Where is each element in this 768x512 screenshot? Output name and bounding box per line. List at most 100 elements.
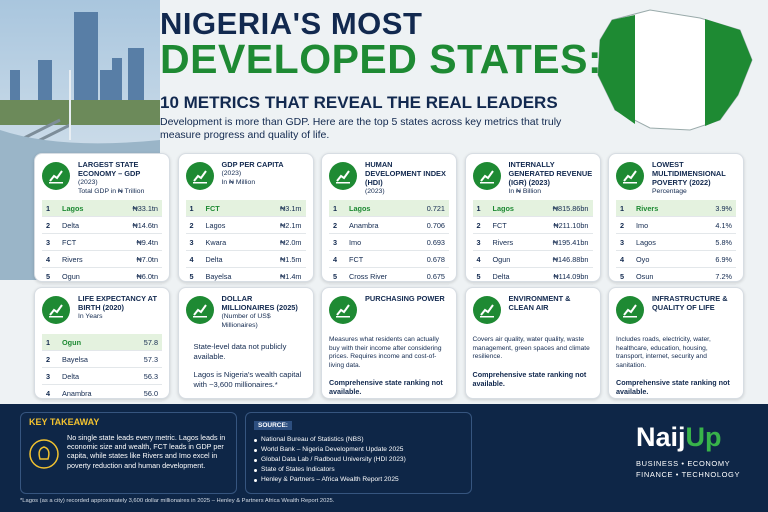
value: ₦9.4tn: [136, 237, 159, 247]
state: Oyo: [636, 254, 650, 264]
ranking-row: 5 Bayelsa ₦1.4m: [185, 268, 306, 285]
rank: 1: [476, 203, 481, 213]
card-paragraph: Lagos is Nigeria's wealth capital with ~…: [193, 370, 302, 389]
card-title: ENVIRONMENT & CLEAN AIR: [508, 294, 571, 312]
ranking-row: 3 Rivers ₦195.41bn: [472, 234, 593, 251]
rank: 1: [333, 203, 338, 213]
state: Lagos: [349, 203, 371, 213]
source-label: SOURCE:: [254, 421, 292, 430]
value: 57.3: [143, 354, 158, 364]
ranking-row: 5 Delta ₦114.09bn: [472, 268, 593, 285]
state: Cross River: [349, 271, 388, 281]
metric-card: GDP PER CAPITA (2023) In ₦ Million 1 FCT ₦3.1…: [177, 153, 314, 285]
state: Lagos: [62, 203, 84, 213]
rank: 1: [620, 203, 625, 213]
card-description: Includes roads, electricity, water, heal…: [616, 336, 711, 369]
card-note: Comprehensive state ranking not availabl…: [616, 378, 730, 397]
rank: 1: [189, 203, 194, 213]
state: Osun: [636, 271, 654, 281]
state: Lagos: [205, 220, 226, 230]
card-title: INFRASTRUCTURE & QUALITY OF LIFE: [652, 294, 728, 312]
card-header: LIFE EXPECTANCY AT BIRTH (2020) In Years: [78, 294, 162, 334]
source-list: National Bureau of Statistics (NBS) World…: [254, 435, 406, 485]
rank: 4: [46, 388, 51, 398]
footnote: *Lagos (as a city) recorded approximatel…: [20, 498, 335, 504]
metric-icon: [616, 162, 644, 190]
value: ₦211.10bn: [553, 220, 589, 230]
value: ₦146.88bn: [552, 254, 589, 264]
value: 3.9%: [715, 203, 732, 213]
rank: 2: [476, 220, 481, 230]
rank: 1: [46, 203, 51, 213]
state: Ogun: [62, 337, 82, 347]
bullet: [254, 479, 257, 482]
value: 56.0: [143, 388, 158, 398]
state: Delta: [205, 254, 223, 264]
metric-card: DOLLAR MILLIONAIRES (2025) (Number of US$…: [177, 287, 314, 399]
state: Imo: [636, 220, 649, 230]
title-line: NIGERIA'S MOST: [160, 6, 423, 41]
card-unit: In ₦ Million: [221, 179, 256, 186]
rank: 3: [46, 371, 51, 381]
ranking-row: 3 FCT ₦9.4tn: [42, 234, 162, 251]
card-header: PURCHASING POWER: [365, 294, 449, 334]
ranking-row: 3 Delta 56.3: [42, 368, 162, 385]
ranking-row: 1 Lagos ₦815.86bn: [472, 200, 593, 217]
footer: KEY TAKEAWAY No single state leads every…: [0, 404, 768, 512]
value: ₦7.0tn: [136, 254, 159, 264]
tagline: FINANCE • TECHNOLOGY: [636, 470, 741, 479]
card-title: DOLLAR MILLIONAIRES (2025): [221, 294, 298, 312]
ranking-row: 3 Lagos 5.8%: [616, 234, 736, 251]
rank: 2: [46, 354, 51, 364]
rank: 2: [189, 220, 194, 230]
state: Delta: [492, 271, 510, 281]
value: 56.3: [143, 371, 158, 381]
ranking-row: 2 Lagos ₦2.1m: [185, 217, 306, 234]
value: ₦2.0m: [280, 237, 302, 247]
rank: 4: [620, 254, 625, 264]
state: FCT: [349, 254, 364, 264]
metric-icon: [329, 296, 357, 324]
rank: 3: [620, 237, 625, 247]
bullet: [254, 469, 257, 472]
source-item: State of States Indicators: [254, 465, 406, 475]
state: FCT: [62, 237, 77, 247]
metric-icon: [472, 296, 501, 324]
takeaway-box: KEY TAKEAWAY No single state leads every…: [20, 412, 237, 494]
brand-part: Up: [685, 422, 722, 452]
card-unit: In ₦ Billion: [508, 188, 542, 195]
metric-icon: [42, 296, 70, 324]
metric-icon: [472, 162, 501, 190]
ranking-row: 4 Ogun ₦146.88bn: [472, 251, 593, 268]
card-note: Comprehensive state ranking not availabl…: [472, 369, 587, 388]
card-header: DOLLAR MILLIONAIRES (2025) (Number of US$…: [222, 294, 306, 334]
bullet: [254, 449, 257, 452]
ranking-row: 2 Delta ₦14.6tn: [42, 217, 162, 234]
rank: 4: [46, 254, 51, 264]
card-header: GDP PER CAPITA (2023) In ₦ Million: [222, 160, 306, 200]
ranking-row: 1 Ogun 57.8: [42, 334, 162, 351]
rank: 2: [620, 220, 625, 230]
sources-box: SOURCE: National Bureau of Statistics (N…: [245, 412, 472, 494]
rank: 5: [46, 271, 51, 281]
rank: 2: [333, 220, 338, 230]
card-unit: Total GDP in ₦ Trillion: [78, 188, 145, 195]
ranking-row: 4 Rivers ₦7.0tn: [42, 251, 162, 268]
value: ₦1.5m: [280, 254, 302, 264]
value: 0.693: [426, 237, 445, 247]
bullet: [254, 439, 257, 442]
state: Delta: [62, 371, 80, 381]
state: FCT: [205, 203, 220, 213]
metric-card: ENVIRONMENT & CLEAN AIR Covers air qualit…: [464, 287, 601, 399]
rank: 5: [189, 271, 194, 281]
metric-icon: [42, 162, 70, 190]
card-title: LARGEST STATE ECONOMY – GDP: [78, 160, 141, 178]
card-header: LOWEST MULTIDIMENSIONAL POVERTY (2022) Pe…: [652, 160, 736, 200]
card-unit: Percentage: [652, 188, 687, 195]
state: Lagos: [636, 237, 656, 247]
ranking-row: 5 Ogun ₦6.0tn: [42, 268, 162, 285]
state: Rivers: [62, 254, 83, 264]
takeaway-text: No single state leads every metric. Lago…: [67, 433, 226, 470]
rank: 4: [189, 254, 194, 264]
bulb-icon: [29, 439, 59, 469]
